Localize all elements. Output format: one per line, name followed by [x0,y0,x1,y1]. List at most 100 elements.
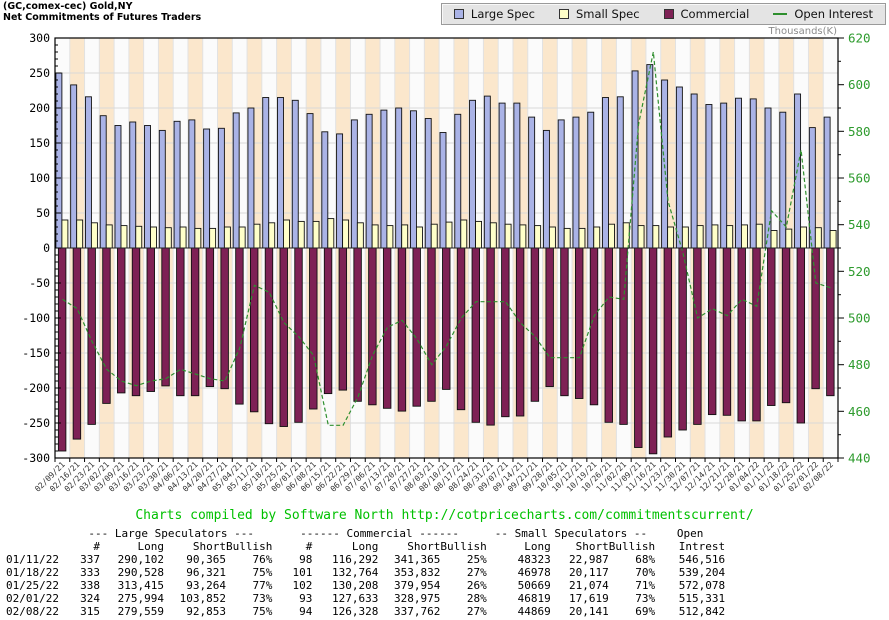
table-date-cell: 02/08/22 [6,605,59,618]
table-value-cell: 46819 [517,592,551,605]
svg-text:-100: -100 [22,311,50,325]
table-column-header: Short [575,540,609,553]
svg-text:620: 620 [848,31,871,46]
table-column-header: # [305,540,313,553]
legend-line-swatch [773,13,788,15]
table-value-cell: 90,365 [186,553,226,566]
svg-text:-300: -300 [22,451,50,465]
table-value-cell: 127,633 [332,592,379,605]
table-value-cell: 76% [252,553,273,566]
table-column-header: Long [351,540,379,553]
legend-item-open-interest: Open Interest [773,7,873,21]
table-row: 01/11/22 337 290,102 90,365 76% 98 116,292 341,… [6,553,725,566]
svg-text:200: 200 [29,101,50,115]
svg-text:-150: -150 [22,346,50,360]
cot-table: --- Large Speculators --- ------ Commerci… [6,527,725,618]
table-value-cell: 132,764 [332,566,379,579]
table-value-cell: 101 [292,566,313,579]
chart-title-symbol: (GC,comex-cec) Gold,NY [3,1,133,12]
table-value-cell: 572,078 [678,579,726,592]
svg-text:520: 520 [848,264,871,279]
right-axis-title: Thousands(K) [768,26,838,37]
table-value-cell: 21,074 [569,579,609,592]
table-value-cell: 75% [252,605,273,618]
svg-text:150: 150 [29,136,50,150]
table-group-header: --- Large Speculators --- [88,527,254,540]
table-value-cell: 94 [299,605,313,618]
svg-text:-200: -200 [22,381,50,395]
chart-title: (GC,comex-cec) Gold,NY Net Commitments o… [3,1,201,23]
table-date-cell: 01/18/22 [6,566,59,579]
table-row: 01/18/22 333 290,528 96,321 75% 101 132,764 353… [6,566,725,579]
x-axis: 02/09/2102/16/2102/23/2103/02/2103/09/21… [33,458,839,494]
table-value-cell: 290,528 [117,566,164,579]
table-column-header: Short [192,540,226,553]
table-value-cell: 50669 [517,579,551,592]
legend-label: Commercial [680,7,750,21]
legend-item-large-spec: Large Spec [453,7,535,21]
table-group-header: Open [676,527,704,540]
table-value-cell: 103,852 [179,592,226,605]
table-value-cell: 93 [299,592,313,605]
table-column-header: Bullish [608,540,656,553]
table-value-cell: 539,204 [678,566,726,579]
table-column-header: Bullish [226,540,273,553]
table-value-cell: 116,292 [332,553,379,566]
table-value-cell: 337,762 [394,605,441,618]
table-value-cell: 48323 [517,553,551,566]
table-value-cell: 353,832 [394,566,441,579]
right-axis: 620 600 580 560 540 520 500 480 460 440 [838,31,871,466]
table-value-cell: 126,328 [332,605,379,618]
table-value-cell: 75% [252,566,273,579]
table-value-cell: 69% [635,605,656,618]
table-value-cell: 324 [80,592,100,605]
legend-label: Large Spec [470,7,535,21]
svg-text:600: 600 [848,77,871,92]
table-column-header: Bullish [440,540,487,553]
table-value-cell: 515,331 [678,592,726,605]
table-column-header [6,540,70,553]
table-value-cell: 328,975 [394,592,441,605]
svg-text:580: 580 [848,124,871,139]
table-value-cell: 341,365 [394,553,441,566]
table-value-cell: 130,208 [332,579,379,592]
legend: Large Spec Small Spec Commercial Open Inter… [440,3,886,25]
table-value-cell: 22,987 [569,553,609,566]
table-date-cell: 02/01/22 [6,592,59,605]
svg-text:-50: -50 [29,276,50,290]
table-value-cell: 20,141 [569,605,609,618]
table-value-cell: 93,264 [186,579,226,592]
credit-line: Charts compiled by Software North http:/… [135,508,754,523]
table-value-cell: 290,102 [117,553,164,566]
table-value-cell: 20,117 [569,566,609,579]
table-value-cell: 512,842 [678,605,726,618]
svg-text:300: 300 [29,31,50,45]
svg-text:460: 460 [848,404,871,419]
svg-text:480: 480 [848,357,871,372]
table-row: 02/08/22 315 279,559 92,853 75% 94 126,328 337,… [6,605,725,618]
svg-text:100: 100 [29,171,50,185]
table-date-cell: 01/11/22 [6,553,59,566]
legend-square-swatch [453,9,464,19]
open-interest-line [62,51,831,426]
left-axis: 300 250 200 150 100 50 0 -50 -100 -150 -200 -250 -30… [22,31,61,465]
table-value-cell: 27% [466,605,487,618]
legend-label: Small Spec [575,7,640,21]
table-value-cell: 77% [252,579,273,592]
svg-text:0: 0 [43,241,50,255]
svg-text:-250: -250 [22,416,50,430]
cot-data-table: --- Large Speculators --- ------ Commerci… [6,527,725,618]
table-value-cell: 68% [635,553,656,566]
table-column-header: # [93,540,100,553]
svg-text:250: 250 [29,66,50,80]
svg-text:500: 500 [848,311,871,326]
table-value-cell: 379,954 [394,579,441,592]
svg-text:440: 440 [848,451,871,466]
table-value-cell: 44869 [517,605,551,618]
table-value-cell: 27% [466,566,487,579]
legend-square-swatch [558,9,569,19]
table-value-cell: 92,853 [186,605,226,618]
table-value-cell: 71% [635,579,656,592]
table-value-cell: 28% [466,592,487,605]
